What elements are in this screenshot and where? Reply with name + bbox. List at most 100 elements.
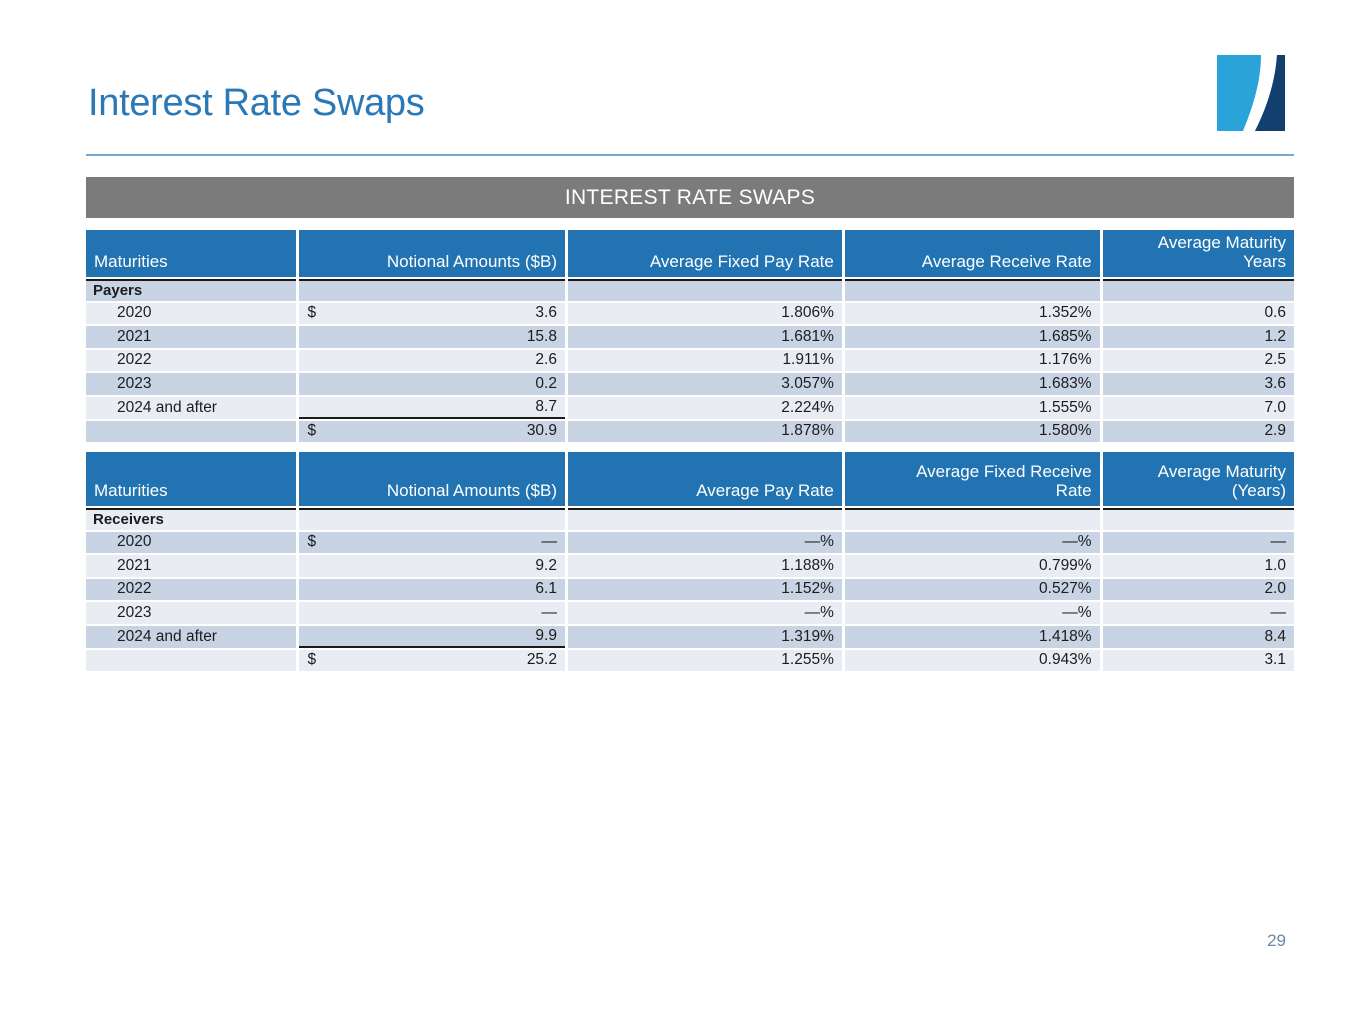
notional-value: — <box>541 603 557 621</box>
avg-maturity-cell: 2.0 <box>1102 578 1294 600</box>
receive-rate-cell: —% <box>844 602 1100 624</box>
avg-maturity-cell: 1.2 <box>1102 326 1294 348</box>
payers-header-row: Maturities Notional Amounts ($B) Average… <box>86 230 1294 277</box>
pay-rate-cell: 1.878% <box>567 420 842 442</box>
notional-cell: 0.2 <box>299 373 565 395</box>
col-header-avg-maturity: Average Maturity Years <box>1102 230 1294 277</box>
pay-rate-cell <box>567 508 842 530</box>
dollar-sign: $ <box>307 651 317 669</box>
notional-value: 30.9 <box>526 422 557 440</box>
table-banner: INTEREST RATE SWAPS <box>86 177 1294 218</box>
avg-maturity-cell: 1.0 <box>1102 555 1294 577</box>
table-row: 2024 and after 8.7 2.224% 1.555% 7.0 <box>86 396 1294 419</box>
receive-rate-cell: 0.799% <box>844 555 1100 577</box>
maturity-cell: 2020 <box>86 531 297 553</box>
maturity-cell <box>86 420 297 442</box>
col-header-avg-receive-rate: Average Receive Rate <box>844 230 1100 277</box>
notional-cell: 9.2 <box>299 555 565 577</box>
receive-rate-cell: 1.685% <box>844 326 1100 348</box>
pay-rate-cell: 1.806% <box>567 302 842 324</box>
table-row: 2021 9.2 1.188% 0.799% 1.0 <box>86 555 1294 577</box>
dollar-sign: $ <box>307 533 317 551</box>
section-row: Payers <box>86 279 1294 301</box>
page-title: Interest Rate Swaps <box>88 82 425 124</box>
avg-maturity-cell: 7.0 <box>1102 396 1294 419</box>
table-row: 2021 15.8 1.681% 1.685% 1.2 <box>86 326 1294 348</box>
col-header-avg-fixed-pay-rate: Average Fixed Pay Rate <box>567 230 842 277</box>
maturity-cell: 2021 <box>86 555 297 577</box>
avg-maturity-cell: 0.6 <box>1102 302 1294 324</box>
dollar-sign: $ <box>307 304 317 322</box>
receive-rate-cell: 1.555% <box>844 396 1100 419</box>
notional-value: 9.9 <box>535 626 557 644</box>
notional-cell: $25.2 <box>299 649 565 671</box>
receive-rate-cell: 1.352% <box>844 302 1100 324</box>
receive-rate-cell: 1.176% <box>844 349 1100 371</box>
pay-rate-cell: 1.152% <box>567 578 842 600</box>
avg-maturity-cell: — <box>1102 531 1294 553</box>
total-row: $30.9 1.878% 1.580% 2.9 <box>86 420 1294 442</box>
maturity-cell: 2023 <box>86 373 297 395</box>
page-number: 29 <box>1267 931 1286 950</box>
maturity-cell: 2024 and after <box>86 625 297 648</box>
notional-cell: $ — <box>299 531 565 553</box>
notional-value: 3.6 <box>535 304 557 322</box>
notional-cell: 8.7 <box>299 396 565 419</box>
table-row: 2022 6.1 1.152% 0.527% 2.0 <box>86 578 1294 600</box>
notional-value: 8.7 <box>535 397 557 415</box>
col-header-maturities: Maturities <box>86 452 297 506</box>
pay-rate-cell: 1.188% <box>567 555 842 577</box>
dollar-sign: $ <box>307 422 317 440</box>
title-divider <box>86 154 1294 156</box>
pay-rate-cell: 1.911% <box>567 349 842 371</box>
table-row: 2020 $3.6 1.806% 1.352% 0.6 <box>86 302 1294 324</box>
maturity-cell: 2024 and after <box>86 396 297 419</box>
avg-maturity-cell: 3.6 <box>1102 373 1294 395</box>
pay-rate-cell: 1.681% <box>567 326 842 348</box>
notional-value: 9.2 <box>535 556 557 574</box>
col-header-notional: Notional Amounts ($B) <box>299 452 565 506</box>
notional-cell <box>299 508 565 530</box>
pay-rate-cell: 3.057% <box>567 373 842 395</box>
maturity-cell: Receivers <box>86 508 297 530</box>
receivers-table: Maturities Notional Amounts ($B) Average… <box>83 450 1297 673</box>
receive-rate-cell: 1.580% <box>844 420 1100 442</box>
payers-table: Maturities Notional Amounts ($B) Average… <box>83 228 1297 444</box>
pay-rate-cell: —% <box>567 531 842 553</box>
notional-cell: 6.1 <box>299 578 565 600</box>
notional-value: 6.1 <box>535 580 557 598</box>
receive-rate-cell: —% <box>844 531 1100 553</box>
receive-rate-cell <box>844 279 1100 301</box>
notional-value: 0.2 <box>535 374 557 392</box>
notional-value: 25.2 <box>526 651 557 669</box>
notional-cell: 2.6 <box>299 349 565 371</box>
notional-cell: 9.9 <box>299 625 565 648</box>
avg-maturity-cell: 2.5 <box>1102 349 1294 371</box>
receive-rate-cell: 0.943% <box>844 649 1100 671</box>
avg-maturity-cell <box>1102 508 1294 530</box>
col-header-avg-maturity: Average Maturity (Years) <box>1102 452 1294 506</box>
pay-rate-cell: 1.319% <box>567 625 842 648</box>
avg-maturity-cell: — <box>1102 602 1294 624</box>
table-row: 2024 and after 9.9 1.319% 1.418% 8.4 <box>86 625 1294 648</box>
pay-rate-cell: —% <box>567 602 842 624</box>
receive-rate-cell: 1.683% <box>844 373 1100 395</box>
maturity-cell: Payers <box>86 279 297 301</box>
table-row: 2023— —% —% — <box>86 602 1294 624</box>
maturity-cell <box>86 649 297 671</box>
maturity-cell: 2022 <box>86 578 297 600</box>
receivers-header-row: Maturities Notional Amounts ($B) Average… <box>86 452 1294 506</box>
section-row: Receivers <box>86 508 1294 530</box>
avg-maturity-cell <box>1102 279 1294 301</box>
notional-cell <box>299 279 565 301</box>
notional-value: — <box>541 533 557 551</box>
pay-rate-cell: 2.224% <box>567 396 842 419</box>
notional-cell: 15.8 <box>299 326 565 348</box>
pay-rate-cell: 1.255% <box>567 649 842 671</box>
notional-cell: $30.9 <box>299 420 565 442</box>
col-header-notional: Notional Amounts ($B) <box>299 230 565 277</box>
maturity-cell: 2020 <box>86 302 297 324</box>
maturity-cell: 2021 <box>86 326 297 348</box>
table-row: 2020 $ — —% —% — <box>86 531 1294 553</box>
